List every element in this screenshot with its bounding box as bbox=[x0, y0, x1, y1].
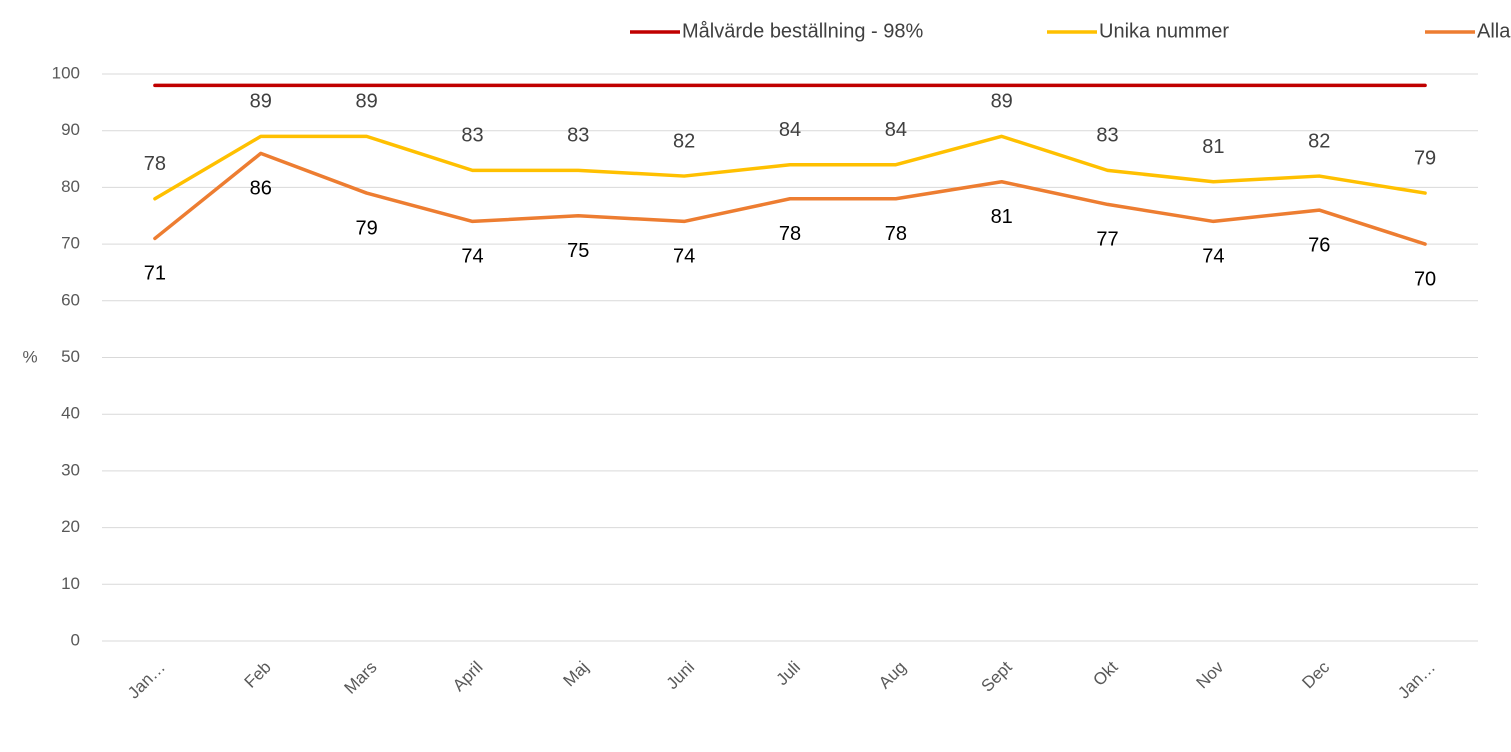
series-line bbox=[153, 151, 1427, 246]
data-label: 89 bbox=[991, 91, 1013, 113]
x-tick-label: Aug bbox=[875, 658, 910, 693]
x-tick-label: Nov bbox=[1193, 657, 1228, 692]
data-label: 82 bbox=[1308, 130, 1330, 152]
series-line bbox=[153, 134, 1427, 201]
legend-label: Målvärde beställning - 98% bbox=[682, 20, 923, 42]
data-label: 89 bbox=[355, 91, 377, 113]
legend-label: Unika nummer bbox=[1099, 20, 1229, 42]
y-tick-label: 80 bbox=[61, 177, 80, 196]
x-tick-label: Dec bbox=[1298, 657, 1333, 692]
x-tick-label: Maj bbox=[559, 658, 592, 691]
data-label: 81 bbox=[1202, 136, 1224, 158]
data-label: 78 bbox=[144, 153, 166, 175]
data-label: 86 bbox=[250, 178, 272, 200]
data-label: 78 bbox=[779, 223, 801, 245]
y-tick-label: 70 bbox=[61, 234, 80, 253]
data-label: 77 bbox=[1096, 229, 1118, 251]
data-label: 79 bbox=[355, 217, 377, 239]
y-tick-label: 0 bbox=[71, 630, 80, 649]
x-tick-label: Jan… bbox=[1394, 658, 1439, 703]
data-label: 83 bbox=[567, 125, 589, 147]
y-axis-label: % bbox=[22, 347, 37, 366]
x-tick-label: Juli bbox=[773, 658, 804, 689]
y-tick-label: 20 bbox=[61, 517, 80, 536]
y-tick-label: 30 bbox=[61, 460, 80, 479]
data-label: 74 bbox=[1202, 246, 1224, 268]
data-label: 83 bbox=[1096, 125, 1118, 147]
data-label: 79 bbox=[1414, 147, 1436, 169]
x-tick-label: Feb bbox=[241, 658, 275, 692]
data-label: 74 bbox=[673, 246, 695, 268]
y-tick-label: 10 bbox=[61, 574, 80, 593]
data-label: 84 bbox=[779, 119, 801, 141]
data-label: 75 bbox=[567, 240, 589, 262]
data-label: 76 bbox=[1308, 234, 1330, 256]
y-tick-label: 60 bbox=[61, 290, 80, 309]
data-label: 84 bbox=[885, 119, 907, 141]
x-tick-label: Sept bbox=[978, 657, 1016, 695]
x-tick-label: April bbox=[449, 658, 486, 695]
x-tick-label: Mars bbox=[340, 658, 380, 698]
y-tick-label: 100 bbox=[52, 63, 80, 82]
x-tick-label: Okt bbox=[1089, 657, 1121, 689]
y-tick-label: 50 bbox=[61, 347, 80, 366]
data-label: 78 bbox=[885, 223, 907, 245]
x-tick-label: Juni bbox=[663, 658, 698, 693]
data-label: 81 bbox=[991, 206, 1013, 228]
x-tick-label: Jan… bbox=[124, 658, 169, 703]
data-label: 83 bbox=[461, 125, 483, 147]
data-label: 74 bbox=[461, 246, 483, 268]
data-label: 71 bbox=[144, 263, 166, 285]
legend-label: Alla samtal bbox=[1477, 20, 1511, 42]
data-label: 89 bbox=[250, 91, 272, 113]
data-label: 70 bbox=[1414, 268, 1436, 290]
y-tick-label: 90 bbox=[61, 120, 80, 139]
y-tick-label: 40 bbox=[61, 404, 80, 423]
data-label: 82 bbox=[673, 130, 695, 152]
